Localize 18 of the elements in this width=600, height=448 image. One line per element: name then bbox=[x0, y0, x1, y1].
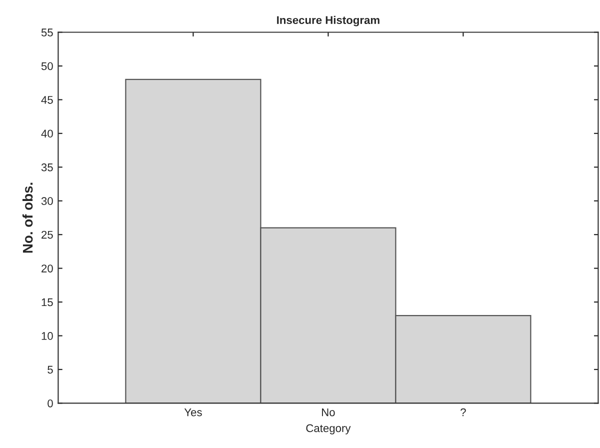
y-tick-label: 30 bbox=[41, 197, 53, 205]
y-tick-label: 20 bbox=[42, 264, 53, 272]
y-tick-label: 15 bbox=[42, 298, 53, 306]
y-tick-label: 50 bbox=[41, 62, 53, 70]
y-tick-label: 0 bbox=[48, 399, 53, 408]
y-tick-label: 25 bbox=[42, 230, 53, 239]
y-tick-label: 40 bbox=[41, 130, 53, 138]
chart-title: Insecure Histogram bbox=[277, 16, 380, 26]
y-axis-title: No. of obs. bbox=[22, 182, 33, 253]
y-tick-label: 5 bbox=[48, 366, 53, 374]
x-axis-title: Category bbox=[306, 424, 351, 434]
y-tick-label: 45 bbox=[41, 96, 53, 104]
y-tick-label: 55 bbox=[41, 28, 53, 36]
x-tick-label: ? bbox=[460, 408, 466, 416]
x-tick-label: No bbox=[322, 408, 335, 416]
x-tick-label: Yes bbox=[184, 408, 202, 416]
y-tick-label: 35 bbox=[41, 163, 53, 172]
y-tick-label: 10 bbox=[42, 332, 53, 340]
